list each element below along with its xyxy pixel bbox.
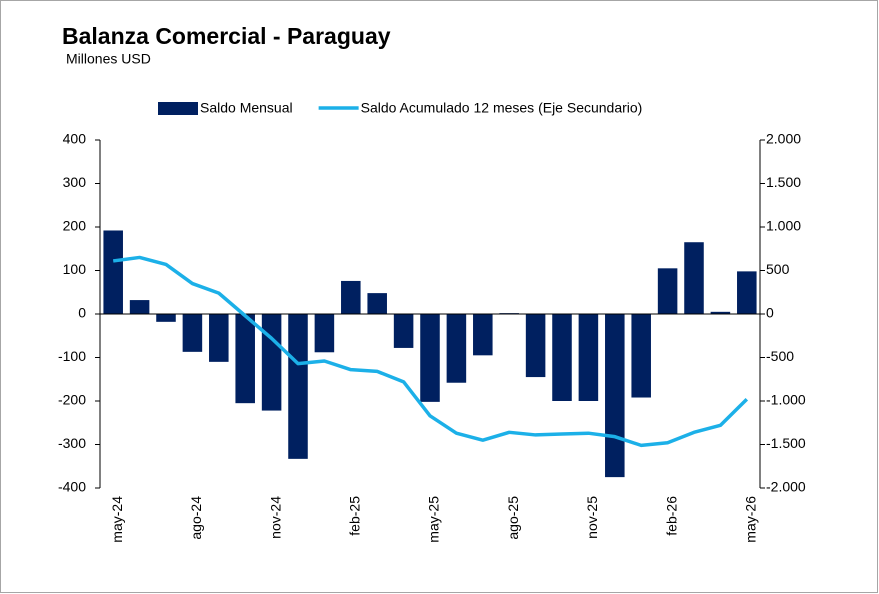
bar [156,314,176,322]
bar [129,300,150,314]
x-tick-label: ago-24 [188,496,204,540]
y-tick-label: -200 [58,392,86,408]
bar [341,280,361,314]
y-tick-label: 200 [63,218,87,234]
y2-tick-label: 0 [766,305,774,321]
y-tick-label: 300 [63,174,87,190]
bar [393,314,414,348]
y2-tick-label: 500 [766,261,790,277]
legend-label: Saldo Mensual [200,100,293,116]
x-tick-label: feb-25 [347,496,363,536]
bar [367,293,387,314]
x-tick-label: may-24 [109,496,125,543]
bar [420,314,440,402]
y2-tick-label: 1.000 [766,218,801,234]
bar [103,230,123,314]
bar [552,314,572,401]
y2-tick-label: 1.500 [766,174,801,190]
bar [261,314,282,411]
bar [631,314,651,398]
x-tick-label: may-26 [743,496,759,543]
x-tick-label: nov-24 [267,496,283,539]
bar [525,314,546,378]
bar [737,271,757,314]
bar [605,314,625,478]
y-tick-label: 400 [63,131,87,147]
y-tick-label: -300 [58,435,86,451]
y2-tick-label: -2.000 [766,479,806,495]
bar [710,311,731,314]
x-tick-label: nov-25 [584,496,600,539]
y-tick-label: -400 [58,479,86,495]
y2-tick-label: -1.000 [766,392,806,408]
line [112,255,749,448]
bar [288,314,308,459]
y2-tick-label: 2.000 [766,131,801,147]
y-tick-label: 100 [63,261,87,277]
bar [684,242,704,314]
y2-tick-label: -500 [766,348,794,364]
bar [235,314,255,404]
bar [578,314,599,401]
y-tick-label: 0 [78,305,86,321]
y2-tick-label: -1.500 [766,435,806,451]
chart-subtitle: Millones USD [66,51,151,67]
chart-title: Balanza Comercial - Paraguay [62,23,391,49]
bar [657,268,678,314]
y-tick-label: -100 [58,348,86,364]
legend-swatch [158,102,198,115]
x-tick-label: ago-25 [505,496,521,540]
bar [473,314,493,356]
bar [182,314,203,352]
bar [209,314,229,362]
bar [446,314,467,383]
legend-label: Saldo Acumulado 12 meses (Eje Secundario… [361,100,643,116]
bar [314,314,335,353]
x-tick-label: may-25 [426,496,442,543]
x-tick-label: feb-26 [663,496,679,536]
